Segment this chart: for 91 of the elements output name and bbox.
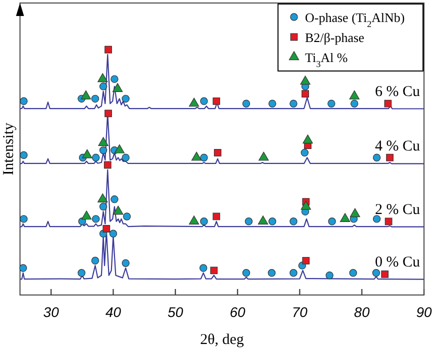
point: [372, 269, 380, 277]
x-tick-label: 50: [168, 304, 184, 320]
point: [300, 200, 312, 210]
point: [109, 230, 118, 238]
point: [92, 215, 100, 223]
point: [102, 225, 110, 232]
point: [300, 148, 309, 157]
point: [302, 134, 313, 144]
point: [384, 100, 392, 108]
point: [20, 97, 28, 106]
y-axis-title: Intensity: [1, 122, 17, 176]
point: [188, 98, 200, 107]
point: [110, 195, 118, 204]
point: [122, 94, 130, 103]
point: [92, 154, 100, 162]
point: [99, 82, 108, 90]
point: [188, 216, 200, 224]
point: [191, 152, 202, 161]
point: [258, 216, 268, 224]
point: [200, 218, 208, 226]
point: [81, 210, 92, 220]
point: [200, 154, 208, 162]
point: [268, 100, 276, 108]
point: [98, 193, 108, 202]
point: [98, 137, 108, 146]
point: [350, 208, 360, 218]
x-tick-label: 70: [292, 304, 308, 320]
point: [381, 270, 389, 278]
point: [200, 97, 208, 106]
point: [300, 76, 310, 85]
series-label: 4 % Cu: [375, 138, 420, 155]
point: [372, 215, 381, 223]
point: [340, 213, 350, 222]
point: [242, 100, 250, 108]
series-label: 6 % Cu: [375, 84, 420, 100]
point: [122, 154, 130, 162]
x-tick-label: 30: [43, 304, 60, 320]
point: [268, 218, 276, 226]
legend-label: O-phase (Ti$_{2}$AlNb): [305, 10, 405, 29]
point: [349, 269, 358, 277]
point: [384, 218, 392, 226]
point: [326, 272, 334, 280]
point: [99, 202, 108, 211]
x-tick-label: 80: [354, 304, 370, 320]
point: [212, 212, 220, 220]
point: [242, 269, 250, 277]
point: [258, 152, 269, 161]
point: [386, 154, 394, 162]
point: [372, 154, 381, 162]
point: [98, 73, 108, 82]
series-label: 2 % Cu: [375, 202, 420, 218]
point: [302, 90, 309, 98]
point: [110, 75, 118, 83]
legend-label: Ti$_{3}$Al %: [305, 50, 348, 69]
legend-label: B2/β-phase: [305, 30, 365, 45]
point: [244, 218, 253, 226]
x-tick-label: 60: [230, 304, 246, 320]
point: [290, 218, 298, 226]
point: [290, 269, 298, 277]
point: [210, 266, 218, 274]
point: [328, 100, 336, 108]
point: [113, 206, 124, 215]
point: [268, 269, 276, 277]
point: [112, 83, 123, 92]
point: [349, 90, 360, 100]
point: [20, 215, 28, 223]
point: [212, 97, 220, 105]
point: [19, 264, 27, 272]
point: [350, 100, 358, 108]
point: [91, 94, 100, 103]
point: [290, 100, 298, 108]
x-tick-label: 90: [416, 304, 432, 320]
point: [122, 259, 130, 267]
point: [104, 46, 112, 54]
point: [91, 256, 100, 265]
x-tick-label: 40: [105, 304, 122, 320]
point: [78, 269, 86, 277]
point: [123, 212, 131, 220]
point: [82, 149, 92, 158]
point: [104, 110, 112, 118]
point: [20, 151, 28, 159]
point: [104, 161, 112, 169]
series-label: 0 % Cu: [375, 254, 420, 270]
point: [214, 148, 222, 156]
point: [114, 144, 125, 154]
point: [302, 256, 310, 264]
point: [99, 146, 108, 154]
point: [80, 90, 91, 100]
x-axis-title: 2θ, deg: [200, 332, 244, 348]
point: [328, 218, 336, 226]
point: [199, 264, 208, 272]
